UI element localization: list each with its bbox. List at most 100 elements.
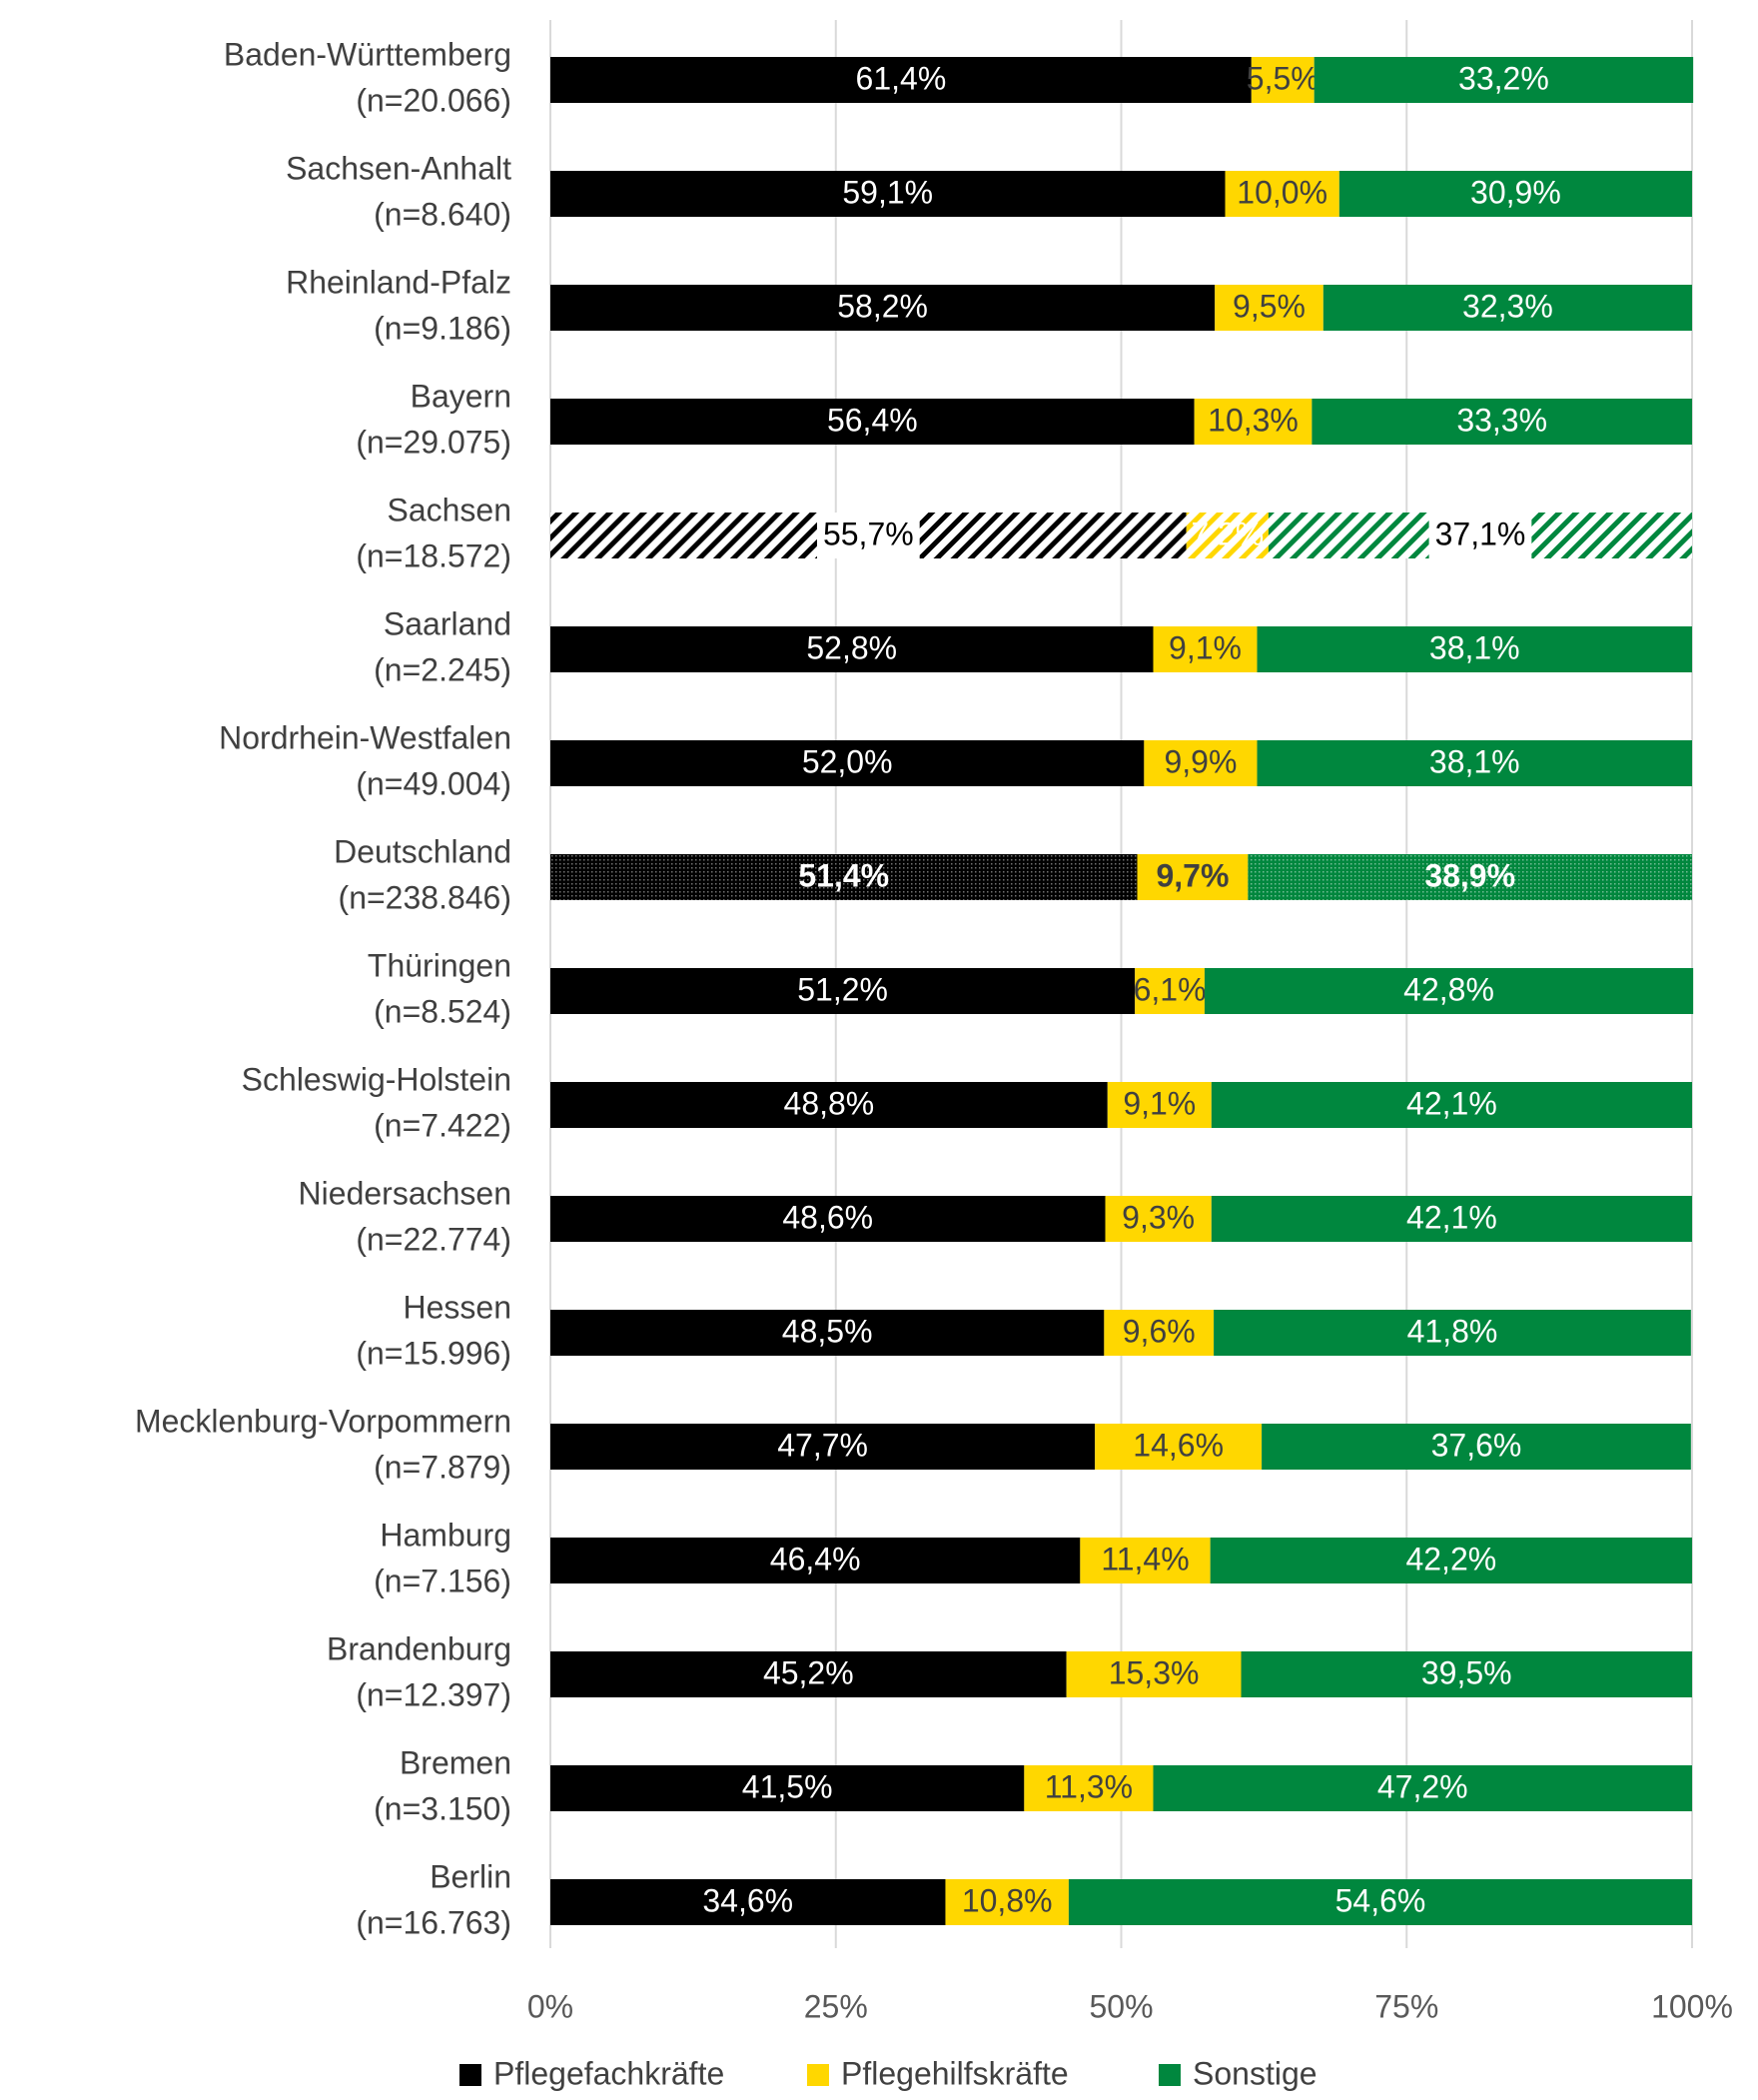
bar-segment bbox=[1137, 854, 1249, 900]
y-tick-label: (n=238.846) bbox=[339, 879, 511, 915]
data-label: 32,3% bbox=[1462, 288, 1553, 324]
y-tick-label: Rheinland-Pfalz bbox=[286, 264, 511, 300]
data-label: 34,6% bbox=[702, 1882, 793, 1918]
data-label: 9,7% bbox=[1156, 857, 1229, 893]
bar-segment bbox=[1080, 1538, 1211, 1583]
y-tick-label: Sachsen bbox=[387, 492, 511, 527]
data-label: 9,5% bbox=[1233, 288, 1306, 324]
bar-segment bbox=[550, 626, 1154, 672]
bar-segment bbox=[550, 399, 1195, 445]
bar-segment bbox=[550, 285, 1216, 331]
y-tick-label: (n=7.422) bbox=[374, 1107, 511, 1143]
y-tick-label: (n=18.572) bbox=[356, 537, 511, 573]
data-label: 9,3% bbox=[1122, 1199, 1195, 1235]
bar-segment bbox=[1068, 1879, 1692, 1925]
data-label: 48,6% bbox=[782, 1199, 873, 1235]
legend-label: Pflegefachkräfte bbox=[493, 2055, 724, 2091]
bar-segment bbox=[1024, 1765, 1154, 1811]
data-label: 37,6% bbox=[1431, 1427, 1522, 1463]
data-label: 48,8% bbox=[784, 1085, 875, 1121]
data-label: 38,9% bbox=[1424, 857, 1515, 893]
data-label: 42,1% bbox=[1406, 1199, 1497, 1235]
y-tick-label: (n=15.996) bbox=[356, 1335, 511, 1371]
y-tick-label: Mecklenburg-Vorpommern bbox=[135, 1403, 511, 1439]
x-tick-label: 25% bbox=[804, 1988, 868, 2024]
data-label: 9,1% bbox=[1123, 1085, 1196, 1121]
data-label: 38,1% bbox=[1429, 743, 1520, 779]
bar-segment bbox=[1210, 1538, 1692, 1583]
bar-segment bbox=[1257, 740, 1692, 786]
bar-segment bbox=[550, 1765, 1025, 1811]
bar-segment bbox=[1211, 1196, 1692, 1242]
data-label: 7,2% bbox=[1191, 516, 1264, 551]
y-tick-label: Thüringen bbox=[368, 947, 511, 983]
bar-segment bbox=[1215, 285, 1323, 331]
y-tick-label: (n=7.156) bbox=[374, 1563, 511, 1598]
y-tick-label: (n=3.150) bbox=[374, 1790, 511, 1826]
data-label: 9,6% bbox=[1123, 1313, 1196, 1349]
y-tick-label: Berlin bbox=[430, 1858, 511, 1894]
y-tick-label: Baden-Württemberg bbox=[224, 36, 511, 72]
bar-segment bbox=[1104, 1310, 1215, 1356]
bar-segment bbox=[1251, 57, 1315, 103]
data-label: 30,9% bbox=[1470, 174, 1561, 210]
y-tick-label: (n=22.774) bbox=[356, 1221, 511, 1257]
y-tick-label: Niedersachsen bbox=[299, 1175, 511, 1211]
data-label: 48,5% bbox=[782, 1313, 873, 1349]
y-tick-label: Hessen bbox=[404, 1289, 512, 1325]
legend-swatch bbox=[1159, 2064, 1181, 2086]
y-tick-label: (n=2.245) bbox=[374, 651, 511, 687]
data-label: 46,4% bbox=[770, 1541, 861, 1576]
x-tick-label: 0% bbox=[527, 1988, 573, 2024]
data-label: 9,1% bbox=[1169, 629, 1242, 665]
data-label: 33,3% bbox=[1456, 402, 1547, 438]
y-tick-label: (n=16.763) bbox=[356, 1904, 511, 1940]
data-label: 56,4% bbox=[827, 402, 918, 438]
y-tick-label: Bayern bbox=[411, 378, 511, 414]
bar-segment bbox=[1194, 399, 1313, 445]
bar-segment bbox=[1105, 1196, 1212, 1242]
data-label: 15,3% bbox=[1109, 1654, 1200, 1690]
data-label: 42,8% bbox=[1403, 971, 1494, 1007]
data-label: 38,1% bbox=[1429, 629, 1520, 665]
bar-segment bbox=[550, 740, 1145, 786]
data-label: 47,2% bbox=[1377, 1768, 1468, 1804]
bar-segment bbox=[550, 1651, 1067, 1697]
bar-segment bbox=[945, 1879, 1069, 1925]
bar-segment bbox=[550, 968, 1136, 1014]
y-tick-label: Brandenburg bbox=[327, 1630, 511, 1666]
data-label: 10,3% bbox=[1208, 402, 1299, 438]
bar-segment bbox=[1248, 854, 1692, 900]
bar-segment bbox=[1241, 1651, 1692, 1697]
data-label: 58,2% bbox=[837, 288, 928, 324]
y-tick-label: Schleswig-Holstein bbox=[242, 1061, 511, 1097]
data-label: 11,4% bbox=[1101, 1541, 1189, 1576]
bar-segment bbox=[1262, 1424, 1691, 1470]
y-tick-label: (n=12.397) bbox=[356, 1676, 511, 1712]
bar-segment bbox=[1204, 968, 1694, 1014]
x-tick-label: 75% bbox=[1374, 1988, 1438, 2024]
data-label: 37,1% bbox=[1435, 516, 1526, 551]
bar-segment bbox=[1135, 968, 1205, 1014]
data-label: 54,6% bbox=[1335, 1882, 1426, 1918]
data-label: 52,8% bbox=[806, 629, 897, 665]
bar-segment bbox=[550, 1424, 1096, 1470]
data-label: 39,5% bbox=[1421, 1654, 1512, 1690]
data-label: 10,8% bbox=[962, 1882, 1053, 1918]
y-tick-label: (n=8.640) bbox=[374, 196, 511, 232]
bar-segment bbox=[550, 854, 1138, 900]
data-label: 33,2% bbox=[1458, 60, 1549, 96]
y-tick-label: (n=29.075) bbox=[356, 424, 511, 460]
legend-swatch bbox=[459, 2064, 481, 2086]
y-tick-label: (n=20.066) bbox=[356, 82, 511, 118]
bar-segment bbox=[1186, 513, 1269, 558]
data-label: 10,0% bbox=[1237, 174, 1327, 210]
legend-swatch bbox=[807, 2064, 829, 2086]
data-label: 45,2% bbox=[763, 1654, 854, 1690]
bar-segment bbox=[550, 1538, 1081, 1583]
bar-segment bbox=[1322, 285, 1692, 331]
bar-segment bbox=[1225, 171, 1339, 217]
y-tick-label: Bremen bbox=[400, 1744, 511, 1780]
bar-segment bbox=[550, 1082, 1108, 1128]
